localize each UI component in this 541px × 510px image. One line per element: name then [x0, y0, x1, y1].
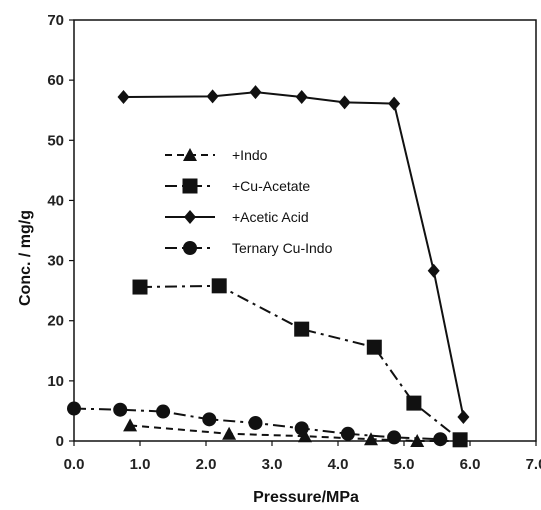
x-tick-label: 7.0 [526, 456, 541, 473]
data-point [406, 395, 422, 411]
data-point [123, 418, 138, 432]
data-point [338, 95, 351, 110]
x-tick-label: 5.0 [394, 456, 415, 473]
y-tick-label: 40 [47, 192, 64, 209]
legend-marker [182, 178, 198, 194]
plot-area-frame [73, 19, 537, 442]
y-tick-label: 20 [47, 313, 64, 330]
data-point [340, 426, 355, 441]
legend-label: +Acetic Acid [232, 209, 309, 225]
data-point [249, 85, 262, 100]
y-tick-label: 30 [47, 253, 64, 270]
y-tick-label: 0 [56, 433, 64, 450]
data-point [248, 415, 263, 430]
legend-item: +Cu-Acetate [165, 178, 310, 194]
x-tick-label: 2.0 [196, 456, 217, 473]
legend-label: +Indo [232, 147, 268, 163]
series-1 [132, 278, 468, 448]
y-tick-label: 10 [47, 373, 64, 390]
data-point [295, 89, 308, 104]
data-point [117, 89, 130, 104]
x-tick-label: 1.0 [130, 456, 151, 473]
data-point [67, 401, 81, 416]
data-point [427, 263, 440, 278]
data-point [222, 426, 237, 440]
x-axis-title: Pressure/MPa [253, 489, 359, 506]
x-tick-label: 3.0 [262, 456, 283, 473]
x-tick-label: 0.0 [64, 456, 85, 473]
series-line [123, 91, 465, 418]
legend-label: Ternary Cu-Indo [232, 240, 333, 256]
data-point [452, 432, 468, 448]
data-point [410, 434, 425, 447]
series-3 [67, 401, 448, 447]
y-axis-title: Conc. / mg/g [17, 210, 34, 306]
legend-marker [183, 148, 197, 161]
legend-label: +Cu-Acetate [232, 178, 310, 194]
legend-marker [183, 241, 197, 255]
x-tick-label: 6.0 [460, 456, 481, 473]
x-tick-label: 4.0 [328, 456, 349, 473]
data-point [387, 430, 402, 445]
data-point [132, 279, 148, 295]
series-0 [123, 418, 468, 447]
series-2 [117, 85, 470, 424]
data-point [457, 409, 470, 424]
legend-item: +Indo [165, 147, 268, 163]
data-point [202, 412, 217, 427]
data-point [156, 404, 171, 419]
legend-marker [184, 210, 196, 224]
y-tick-label: 70 [47, 12, 64, 29]
data-point [388, 96, 401, 111]
data-point [433, 432, 448, 447]
data-point [113, 402, 128, 417]
data-point [294, 321, 310, 337]
data-point [364, 432, 378, 446]
series-line [130, 424, 461, 442]
legend-item: Ternary Cu-Indo [165, 240, 333, 256]
y-tick-label: 60 [47, 72, 64, 89]
data-point [206, 89, 219, 104]
y-tick-label: 50 [47, 132, 64, 149]
series-line [139, 284, 461, 441]
data-point [294, 421, 309, 436]
legend-item: +Acetic Acid [165, 209, 309, 225]
data-point [211, 278, 227, 294]
data-point [366, 339, 382, 355]
data-point [298, 429, 312, 443]
